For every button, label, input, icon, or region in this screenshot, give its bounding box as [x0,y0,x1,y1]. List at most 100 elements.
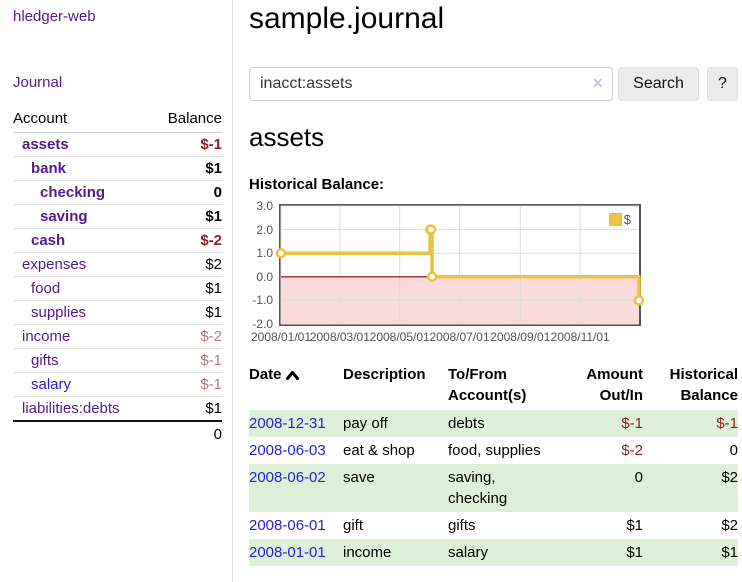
y-axis-tick-label: -2.0 [252,317,273,331]
register-row: 2008-06-03 eat & shop food, supplies $-2 0 [249,437,738,464]
account-balance: $1 [151,156,222,181]
register-cell-amount: $1 [626,544,643,561]
account-row: supplies $1 [13,300,222,325]
register-cell-description: pay off [343,415,388,432]
main-content: sample.journal × Search ? assets Histori… [233,0,738,582]
sidebar-item-journal[interactable]: Journal [13,74,63,91]
register-cell-amount: $-2 [621,442,643,459]
accounts-total-row: 0 [13,420,222,446]
x-axis-tick-label: 2008/05/01 [369,330,430,344]
sort-asc-icon [285,367,299,384]
brand-link[interactable]: hledger-web [13,8,96,25]
register-cell-date: 2008-06-01 [249,512,343,539]
transaction-date-link[interactable]: 2008-06-01 [249,517,326,534]
register-cell-tofrom: food, supplies [448,442,541,459]
register-header-tofrom: To/From Account(s) [448,366,527,404]
account-row: income $-2 [13,324,222,349]
register-cell-amount: $1 [626,517,643,534]
y-axis-tick-label: 2.0 [256,222,273,237]
register-cell-amount: 0 [634,469,643,486]
account-row: food $1 [13,276,222,301]
register-cell-date: 2008-06-02 [249,464,343,512]
search-button[interactable]: Search [618,67,699,101]
search-form: × Search ? [249,67,738,101]
account-link[interactable]: salary [31,376,72,393]
account-balance: $1 [151,204,222,229]
register-cell-date: 2008-06-03 [249,437,343,464]
sidebar: hledger-web Journal Account Balance asse… [0,0,233,582]
account-row: salary $-1 [13,372,222,397]
chart-legend: $ [606,211,633,228]
legend-swatch-icon [608,213,622,226]
transaction-date-link[interactable]: 2008-06-03 [249,442,326,459]
account-link[interactable]: food [31,280,61,297]
account-balance: 0 [151,180,222,205]
account-balance: $-2 [151,228,222,253]
account-balance: $1 [151,396,222,422]
account-link[interactable]: expenses [22,256,87,273]
account-row: cash $-2 [13,228,222,253]
y-axis-tick-label: -1.0 [252,293,273,308]
register-table: Date Description To/From Account(s) Amou… [249,362,738,566]
register-cell-description: save [343,469,375,486]
register-cell-tofrom: debts [448,415,485,432]
accounts-table: Account Balance assets $-1 bank $1 checking 0… [13,106,222,446]
x-axis-tick-label: 2008/01/01 [250,330,312,344]
x-axis-tick-label: 2008/07/01 [429,330,490,344]
page-title: sample.journal [249,2,445,35]
chart-section-label: Historical Balance: [249,176,385,193]
account-balance: $1 [151,276,222,301]
accounts-header-balance: Balance [151,106,222,133]
account-link[interactable]: cash [31,232,66,249]
account-row: expenses $2 [13,252,222,277]
account-link[interactable]: checking [40,184,106,201]
clear-search-icon[interactable]: × [592,73,603,93]
historical-balance-chart: $ 3.0 2.0 1.0 0.0 -1.0 -2.0 2008/01/01 2008/03/… [249,200,738,344]
register-row: 2008-12-31 pay off debts $-1 $-1 [249,410,738,437]
account-link[interactable]: bank [31,160,67,177]
register-cell-description: income [343,544,392,561]
account-link[interactable]: saving [40,208,88,225]
x-axis-tick-label: 2008/09/01 [490,330,551,344]
account-balance: $-1 [151,348,222,373]
search-input[interactable] [249,67,613,101]
register-cell-tofrom: salary [448,544,489,561]
register-header-description: Description [343,366,426,383]
transaction-date-link[interactable]: 2008-06-02 [249,469,326,486]
chart-canvas[interactable]: $ [275,204,645,326]
transaction-date-link[interactable]: 2008-01-01 [249,544,326,561]
register-cell-date: 2008-01-01 [249,539,343,566]
search-box: × [249,67,613,101]
y-axis-tick-label: 1.0 [256,246,273,261]
x-axis-tick-label: 2008/11/01 [550,330,610,344]
transaction-date-link[interactable]: 2008-12-31 [249,415,326,432]
account-balance: $2 [151,252,222,277]
account-row: liabilities:debts $1 [13,396,222,422]
register-cell-amount: $-1 [621,415,643,432]
accounts-total-value: 0 [151,420,222,446]
help-button[interactable]: ? [707,67,738,101]
register-cell-balance: $1 [721,544,738,561]
legend-label: $ [623,212,631,227]
register-cell-description: eat & shop [343,442,415,459]
account-link[interactable]: liabilities:debts [22,400,120,417]
account-link[interactable]: income [22,328,71,345]
register-cell-tofrom: gifts [448,517,476,534]
account-row: checking 0 [13,180,222,205]
account-row: saving $1 [13,204,222,229]
account-balance: $-1 [151,372,222,397]
account-link[interactable]: gifts [31,352,59,369]
register-header-date[interactable]: Date [249,362,343,410]
account-link[interactable]: supplies [31,304,87,321]
register-cell-tofrom: saving, checking [448,469,508,507]
account-row: bank $1 [13,156,222,181]
register-row: 2008-01-01 income salary $1 $1 [249,539,738,566]
account-link[interactable]: assets [22,136,69,153]
register-header-amount: Amount Out/In [586,366,643,404]
register-cell-balance: $2 [721,517,738,534]
account-row: assets $-1 [13,132,222,157]
register-cell-description: gift [343,517,364,534]
register-cell-balance: $2 [721,469,738,486]
y-axis-tick-label: 0.0 [256,269,273,284]
